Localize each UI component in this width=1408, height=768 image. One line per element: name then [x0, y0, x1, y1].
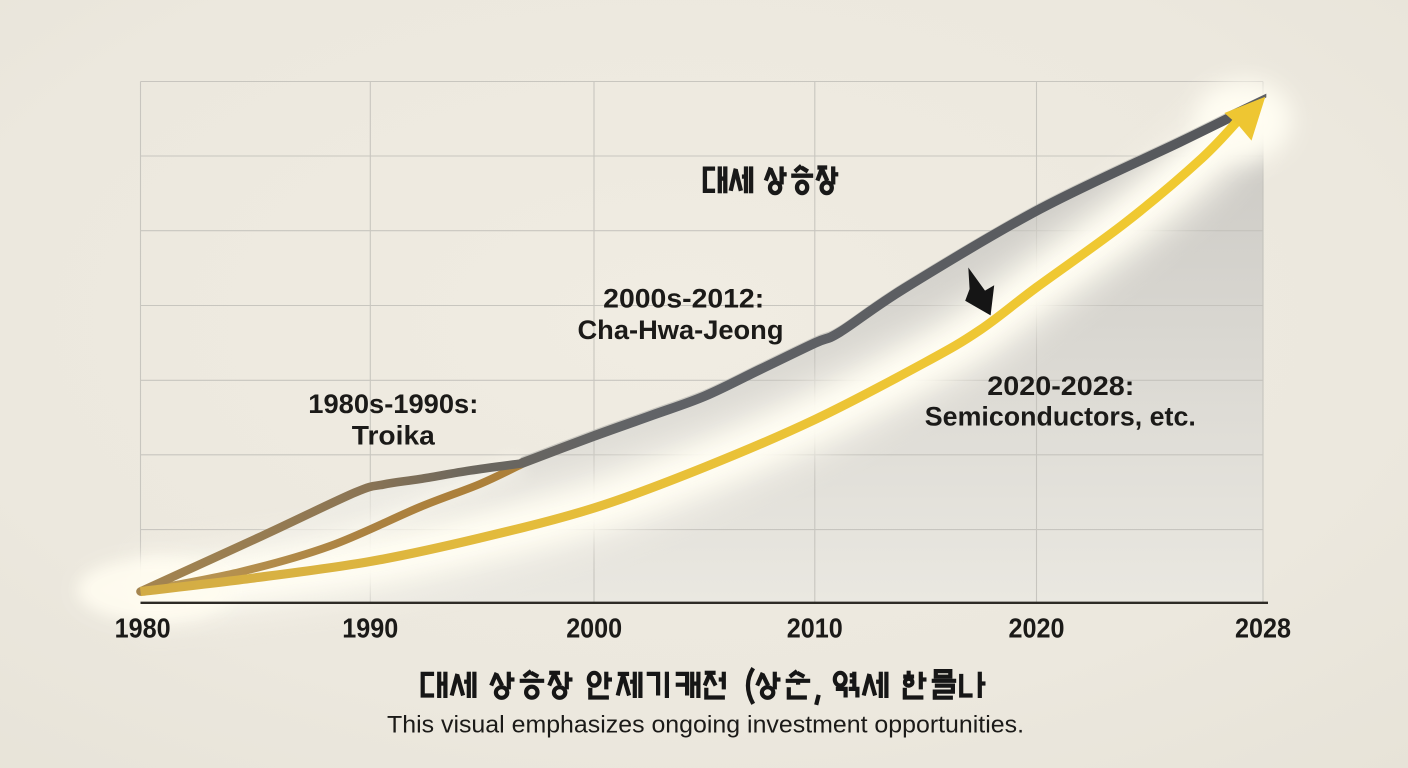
svg-text:2000s-2012:: 2000s-2012:: [603, 284, 764, 314]
svg-text:This visual emphasizes ongoing: This visual emphasizes ongoing investmen…: [387, 712, 1024, 739]
svg-text:1990: 1990: [342, 613, 398, 644]
svg-text:Cha-Hwa-Jeong: Cha-Hwa-Jeong: [578, 315, 784, 345]
svg-text:2020-2028:: 2020-2028:: [987, 371, 1134, 401]
svg-text:1980s-1990s:: 1980s-1990s:: [308, 389, 478, 419]
svg-text:Troika: Troika: [352, 420, 436, 450]
svg-text:2010: 2010: [787, 613, 843, 644]
svg-text:1980: 1980: [115, 613, 171, 644]
svg-text:2028: 2028: [1235, 613, 1291, 644]
svg-text:2000: 2000: [566, 613, 622, 644]
svg-text:2020: 2020: [1009, 613, 1065, 644]
svg-text:Semiconductors, etc.: Semiconductors, etc.: [925, 402, 1196, 432]
